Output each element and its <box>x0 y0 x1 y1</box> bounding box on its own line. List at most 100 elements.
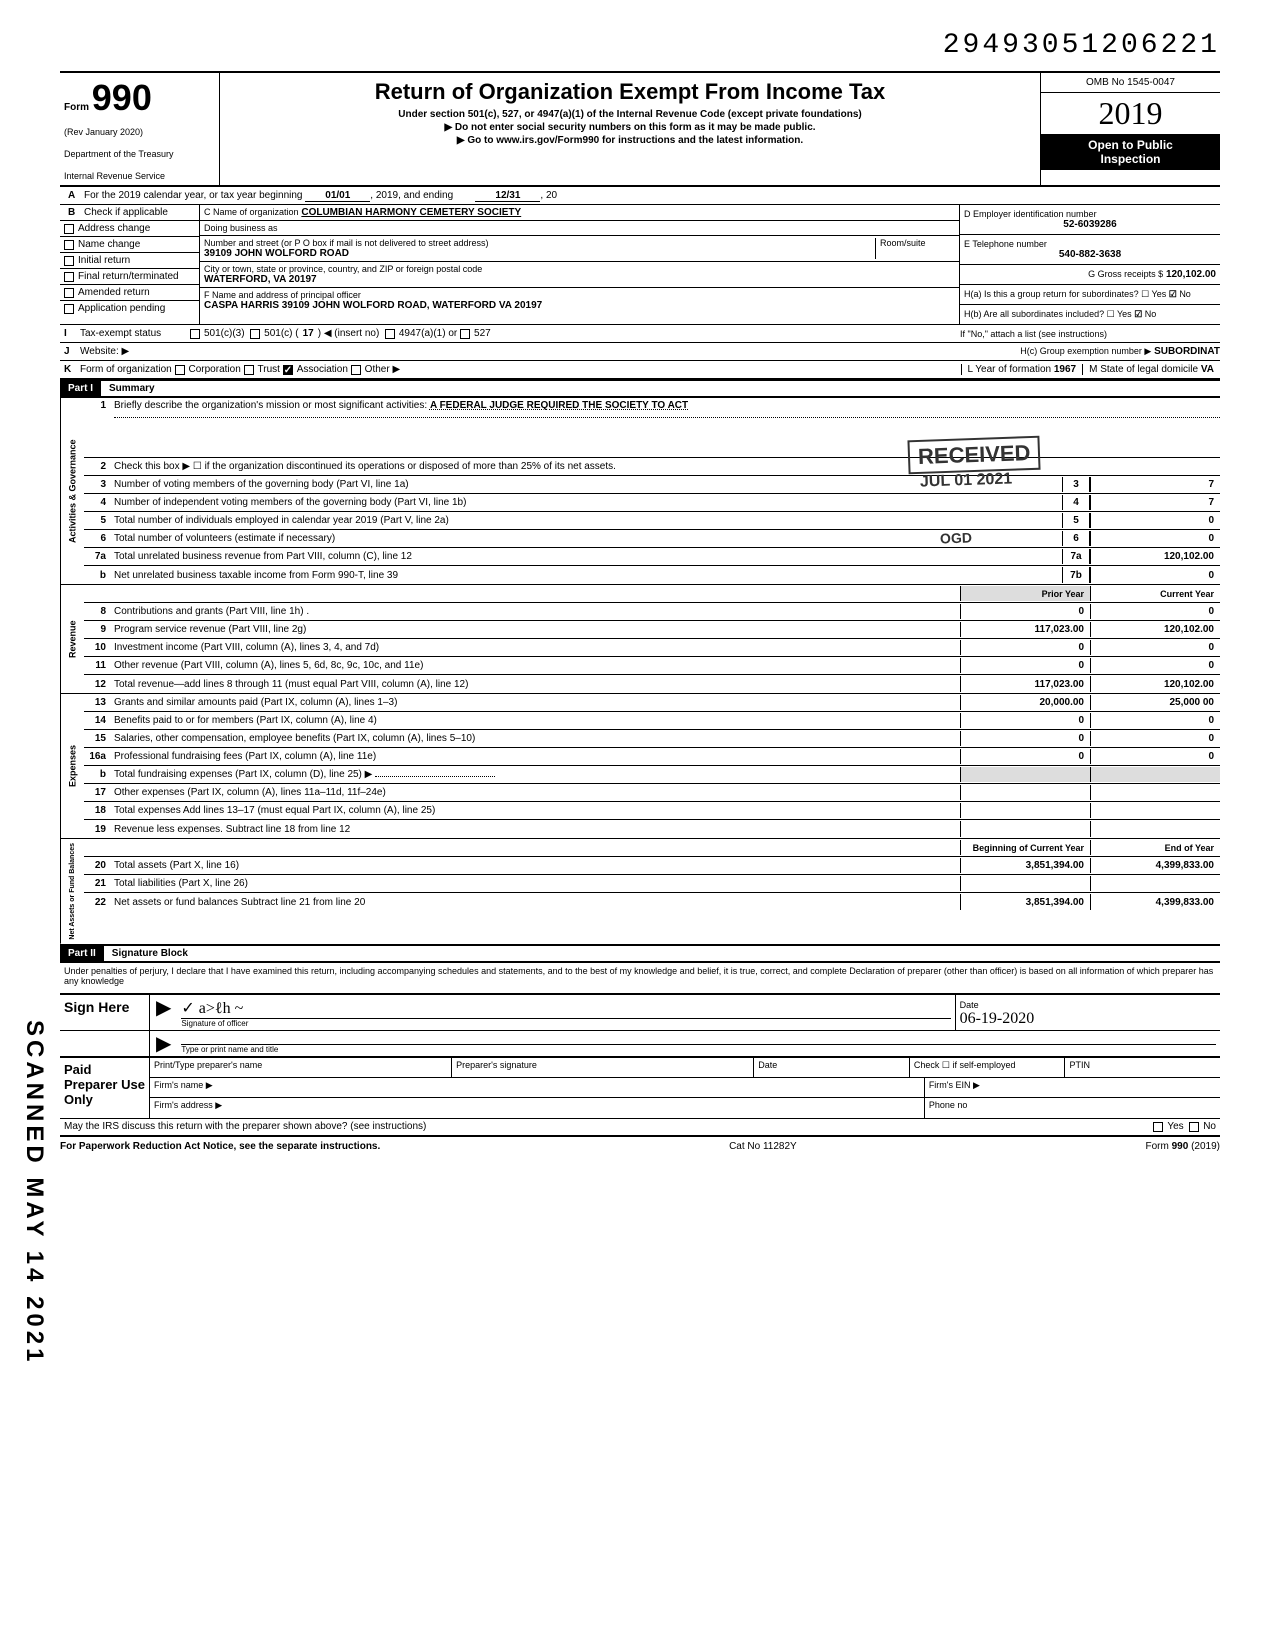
exp-label: Expenses <box>60 694 84 838</box>
org-city: WATERFORD, VA 20197 <box>204 274 955 285</box>
line-a-tail: , 20 <box>540 190 557 201</box>
part2-hdr: Part II <box>60 946 104 961</box>
preparer-block: Paid Preparer Use Only Print/Type prepar… <box>60 1058 1220 1119</box>
phone-lbl: Phone no <box>925 1098 1220 1118</box>
chk-address[interactable] <box>64 224 74 234</box>
l-lbl: L Year of formation <box>968 364 1052 375</box>
chk-501c3[interactable] <box>190 329 200 339</box>
ptin-lbl: PTIN <box>1065 1058 1220 1077</box>
chk-501c[interactable] <box>250 329 260 339</box>
city-lbl: City or town, state or province, country… <box>204 264 955 274</box>
line-i: ITax-exempt status 501(c)(3) 501(c) ( 17… <box>60 325 1220 343</box>
org-address: 39109 JOHN WOLFORD ROAD <box>204 248 875 259</box>
line7a-val: 120,102.00 <box>1090 549 1220 564</box>
line19: Revenue less expenses. Subtract line 18 … <box>114 824 960 835</box>
line7b-text: Net unrelated business taxable income fr… <box>114 570 1062 581</box>
gross-lbl: G Gross receipts $ <box>1088 269 1163 279</box>
header-right: OMB No 1545-0047 20201919 Open to Public… <box>1040 73 1220 185</box>
chk-discuss-yes[interactable] <box>1153 1122 1163 1132</box>
year-begin: 01/01 <box>305 190 370 202</box>
b-item: Name change <box>78 239 140 250</box>
line6-val: 0 <box>1090 531 1220 546</box>
dba-lbl: Doing business as <box>200 221 959 236</box>
h-note: If "No," attach a list (see instructions… <box>960 329 1220 339</box>
line7a-text: Total unrelated business revenue from Pa… <box>114 551 1062 562</box>
line16a: Professional fundraising fees (Part IX, … <box>114 751 960 762</box>
k-lbl: Form of organization <box>80 364 172 375</box>
hc-val: SUBORDINAT <box>1154 346 1220 357</box>
curr-hdr: Current Year <box>1090 586 1220 601</box>
dept: Department of the Treasury <box>64 149 215 159</box>
line4-text: Number of independent voting members of … <box>114 497 1062 508</box>
tax-status-lbl: Tax-exempt status <box>80 328 190 339</box>
line3-text: Number of voting members of the governin… <box>114 479 1062 490</box>
tax-year: 20201919 <box>1041 93 1220 134</box>
hc-lbl: H(c) Group exemption number ▶ <box>1020 346 1151 357</box>
chk-name[interactable] <box>64 240 74 250</box>
header-left: Form 990 (Rev January 2020) Department o… <box>60 73 220 185</box>
prior-hdr: Prior Year <box>960 586 1090 601</box>
b-item: Initial return <box>78 255 130 266</box>
signature: ✓ a>ℓh ~ <box>181 998 950 1018</box>
org-name: COLUMBIAN HARMONY CEMETERY SOCIETY <box>301 207 521 218</box>
revision: (Rev January 2020) <box>64 127 215 137</box>
page-number: 29493051206221 <box>60 30 1220 61</box>
b-label: Check if applicable <box>84 207 168 218</box>
prep-name-lbl: Print/Type preparer's name <box>150 1058 452 1077</box>
line-j: JWebsite: ▶ H(c) Group exemption number … <box>60 343 1220 361</box>
rev-label: Revenue <box>60 585 84 693</box>
chk-other[interactable] <box>351 365 361 375</box>
line3-val: 7 <box>1090 477 1220 492</box>
chk-amended[interactable] <box>64 288 74 298</box>
year-formation: 1967 <box>1054 364 1076 375</box>
col-c: C Name of organization COLUMBIAN HARMONY… <box>200 205 960 324</box>
line17: Other expenses (Part IX, column (A), lin… <box>114 787 960 798</box>
chk-initial[interactable] <box>64 256 74 266</box>
paperwork: For Paperwork Reduction Act Notice, see … <box>60 1141 380 1152</box>
chk-final[interactable] <box>64 272 74 282</box>
line14: Benefits paid to or for members (Part IX… <box>114 715 960 726</box>
discuss-text: May the IRS discuss this return with the… <box>64 1121 426 1132</box>
line15: Salaries, other compensation, employee b… <box>114 733 960 744</box>
chk-discuss-no[interactable] <box>1189 1122 1199 1132</box>
header-center: Return of Organization Exempt From Incom… <box>220 73 1040 185</box>
chk-corp[interactable] <box>175 365 185 375</box>
chk-4947[interactable] <box>385 329 395 339</box>
line20: Total assets (Part X, line 16) <box>114 860 960 871</box>
line16b: Total fundraising expenses (Part IX, col… <box>114 769 372 780</box>
col-b: BCheck if applicable Address change Name… <box>60 205 200 324</box>
line1-text: Briefly describe the organization's miss… <box>114 400 427 411</box>
omb: OMB No 1545-0047 <box>1041 73 1220 93</box>
sig-lbl: Signature of officer <box>181 1018 950 1028</box>
chk-pending[interactable] <box>64 304 74 314</box>
sign-here: Sign Here <box>60 995 150 1030</box>
line7b-val: 0 <box>1090 567 1220 583</box>
officer: CASPA HARRIS 39109 JOHN WOLFORD ROAD, WA… <box>204 300 955 311</box>
arrow-icon: ▶ <box>150 1031 177 1056</box>
part2-header: Part II Signature Block <box>60 946 1220 963</box>
line13: Grants and similar amounts paid (Part IX… <box>114 697 960 708</box>
chk-527[interactable] <box>460 329 470 339</box>
ha-lbl: H(a) Is this a group return for subordin… <box>964 289 1139 299</box>
chk-trust[interactable] <box>244 365 254 375</box>
signature-block: Sign Here ▶ ✓ a>ℓh ~ Signature of office… <box>60 993 1220 1058</box>
prep-date-lbl: Date <box>754 1058 910 1077</box>
line-a-text: For the 2019 calendar year, or tax year … <box>84 190 302 201</box>
line9: Program service revenue (Part VIII, line… <box>114 624 960 635</box>
form-number: Form 990 <box>64 77 215 119</box>
line18: Total expenses Add lines 13–17 (must equ… <box>114 805 960 816</box>
b-item: Final return/terminated <box>78 271 179 282</box>
line1-val: A FEDERAL JUDGE REQUIRED THE SOCIETY TO … <box>430 400 688 411</box>
chk-assoc[interactable]: ✓ <box>283 365 293 375</box>
part2-title: Signature Block <box>112 948 188 959</box>
firm-addr-lbl: Firm's address ▶ <box>150 1098 925 1118</box>
room-lbl: Room/suite <box>875 238 955 259</box>
ein: 52-6039286 <box>964 219 1216 230</box>
part1-header: Part I Summary <box>60 379 1220 398</box>
b-item: Application pending <box>78 303 165 314</box>
line10: Investment income (Part VIII, column (A)… <box>114 642 960 653</box>
expenses-section: Expenses 13Grants and similar amounts pa… <box>60 694 1220 839</box>
prep-sig-lbl: Preparer's signature <box>452 1058 754 1077</box>
b-item: Amended return <box>78 287 150 298</box>
name-lbl: Type or print name and title <box>181 1044 1216 1054</box>
